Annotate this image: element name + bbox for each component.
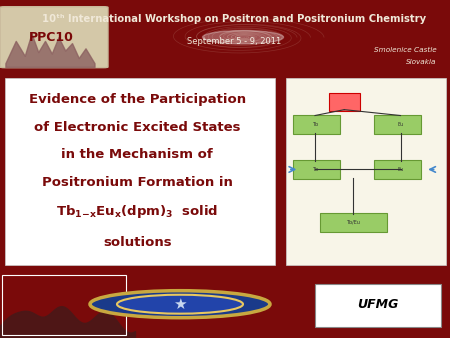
Circle shape bbox=[202, 30, 284, 44]
Text: ★: ★ bbox=[173, 297, 187, 312]
Text: solutions: solutions bbox=[103, 237, 171, 249]
FancyBboxPatch shape bbox=[374, 160, 421, 179]
Text: in the Mechanism of: in the Mechanism of bbox=[61, 148, 213, 161]
FancyBboxPatch shape bbox=[292, 115, 340, 134]
Text: Evidence of the Participation: Evidence of the Participation bbox=[29, 93, 246, 106]
FancyBboxPatch shape bbox=[328, 93, 360, 111]
Text: 10ᵗʰ International Workshop on Positron and Positronium Chemistry: 10ᵗʰ International Workshop on Positron … bbox=[42, 14, 426, 24]
Text: Eu: Eu bbox=[397, 167, 404, 172]
FancyBboxPatch shape bbox=[292, 160, 340, 179]
Text: Eu: Eu bbox=[397, 122, 404, 127]
Text: $\mathbf{Tb_{1\!-\!x}Eu_x(dpm)_3}$  solid: $\mathbf{Tb_{1\!-\!x}Eu_x(dpm)_3}$ solid bbox=[56, 203, 218, 220]
Text: PPC10: PPC10 bbox=[29, 31, 74, 44]
Text: Tb: Tb bbox=[312, 167, 318, 172]
Text: Positronium Formation in: Positronium Formation in bbox=[42, 176, 233, 189]
Text: of Electronic Excited States: of Electronic Excited States bbox=[34, 121, 240, 134]
FancyBboxPatch shape bbox=[320, 213, 387, 232]
FancyBboxPatch shape bbox=[374, 115, 421, 134]
FancyBboxPatch shape bbox=[315, 284, 441, 327]
FancyBboxPatch shape bbox=[4, 78, 274, 265]
Text: Tb/Eu: Tb/Eu bbox=[346, 220, 360, 225]
FancyBboxPatch shape bbox=[286, 78, 446, 265]
Text: Slovakia: Slovakia bbox=[406, 59, 436, 66]
Text: UFMG: UFMG bbox=[357, 298, 399, 311]
Circle shape bbox=[117, 295, 243, 314]
FancyBboxPatch shape bbox=[0, 7, 108, 68]
Text: September 5 - 9, 2011: September 5 - 9, 2011 bbox=[187, 37, 281, 46]
Text: Tb: Tb bbox=[312, 122, 318, 127]
Circle shape bbox=[90, 291, 270, 318]
Text: Smolenice Castle: Smolenice Castle bbox=[374, 47, 436, 53]
